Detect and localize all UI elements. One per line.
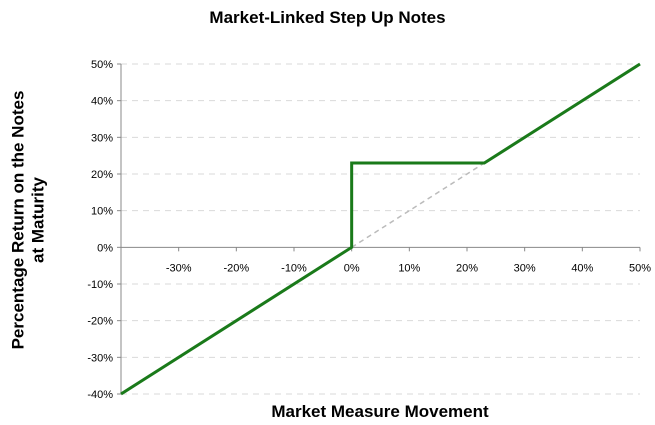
y-tick-label: -40% [87,389,113,401]
x-tick-label: 40% [571,262,593,274]
chart-title: Market-Linked Step Up Notes [209,8,446,27]
x-tick-label: 20% [456,262,478,274]
x-tick-label: 30% [514,262,536,274]
y-tick-label: -10% [87,279,113,291]
y-tick-label: 20% [91,169,113,181]
y-tick-label: 50% [91,59,113,71]
x-tick-label: 10% [398,262,420,274]
y-tick-label: -30% [87,352,113,364]
x-tick-label: 0% [344,262,360,274]
x-tick-label: 50% [629,262,651,274]
y-tick-label: 0% [97,242,113,254]
y-tick-label: 30% [91,132,113,144]
x-tick-label: -10% [281,262,307,274]
y-tick-label: -20% [87,316,113,328]
y-tick-label: 10% [91,206,113,218]
payoff-line-series [120,62,641,396]
x-axis-title: Market Measure Movement [271,402,489,421]
y-tick-label: 40% [91,96,113,108]
x-tick-label: -20% [223,262,249,274]
reference-line-series [351,162,485,248]
x-tick-label: -30% [166,262,192,274]
